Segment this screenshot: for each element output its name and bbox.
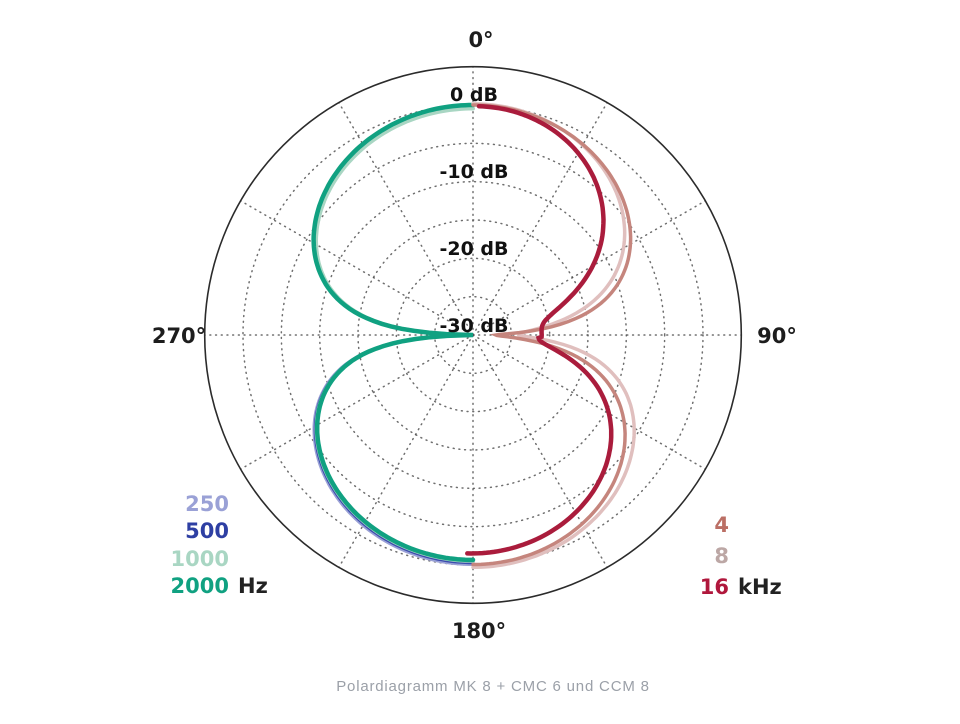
db-label-0db: 0 dB xyxy=(450,84,498,106)
legend-item-250hz: 250 xyxy=(139,491,229,518)
legend-value: 500 xyxy=(185,519,229,544)
legend-value: 250 xyxy=(185,492,229,516)
db-label--30db: -30 dB xyxy=(439,315,508,337)
legend-frequencies-high: 4 8 16 kHz xyxy=(639,510,782,603)
angle-label-180deg: 180° xyxy=(452,619,506,643)
legend-item-4khz: 4 xyxy=(639,510,729,541)
grid-spoke-150deg xyxy=(472,334,608,569)
grid-spoke-240deg xyxy=(239,334,474,470)
legend-item-2000hz: 2000 Hz xyxy=(139,573,268,600)
curve-16khz xyxy=(465,103,614,556)
grid-spoke-30deg xyxy=(472,101,608,336)
outer-circle xyxy=(203,65,743,605)
grid-spoke-60deg xyxy=(472,200,707,336)
db-label--20db: -20 dB xyxy=(439,238,508,260)
grid-spoke-330deg xyxy=(338,101,474,336)
legend-value: 16 xyxy=(699,575,729,599)
legend-unit: Hz xyxy=(238,574,268,599)
legend-item-500hz: 500 xyxy=(139,518,229,545)
grid-ring--5db xyxy=(280,142,666,528)
grid-ring--20db xyxy=(395,257,551,413)
legend-value: 4 xyxy=(714,513,729,537)
legend-value: 2000 xyxy=(170,574,229,599)
legend-item-16khz: 16 kHz xyxy=(639,572,782,603)
legend-value: 1000 xyxy=(170,546,229,571)
legend-item-1000hz: 1000 xyxy=(139,546,229,573)
chart-caption: Polardiagramm MK 8 + CMC 6 und CCM 8 xyxy=(336,678,650,695)
grid-spoke-120deg xyxy=(472,334,707,470)
legend-frequencies-low: 250 500 1000 2000 Hz xyxy=(139,491,268,601)
curve-4khz xyxy=(471,103,633,567)
legend-item-8khz: 8 xyxy=(639,541,729,572)
angle-label-90deg: 90° xyxy=(757,324,797,348)
legend-unit: kHz xyxy=(738,575,782,599)
db-label--10db: -10 dB xyxy=(439,161,508,183)
angle-label-0deg: 0° xyxy=(468,28,493,52)
legend-value: 8 xyxy=(714,544,729,568)
curve-2000hz xyxy=(311,102,476,563)
angle-label-270deg: 270° xyxy=(152,324,206,348)
grid-spoke-210deg xyxy=(338,334,474,569)
grid-spoke-300deg xyxy=(239,200,474,336)
